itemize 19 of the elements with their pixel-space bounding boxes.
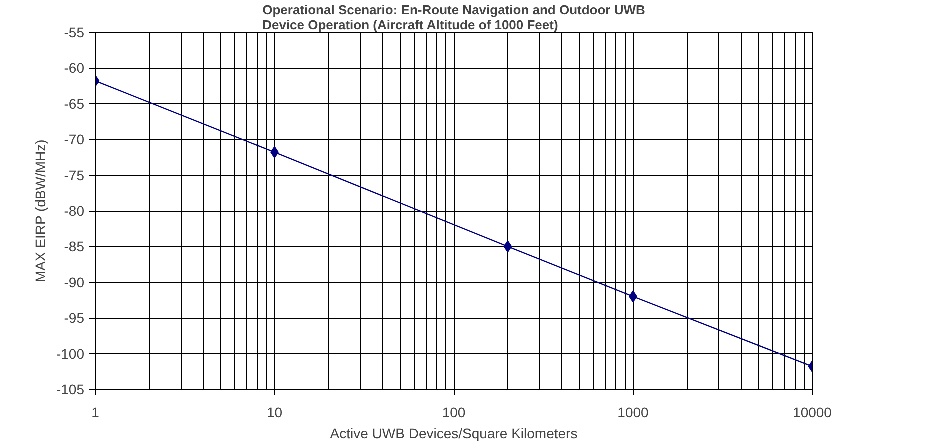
y-tick-label: -70 [64,132,85,148]
y-tick-label: -80 [64,203,85,219]
x-tick-label: 1 [92,404,100,420]
y-tick-label: -60 [64,60,85,76]
x-tick-label: 1000 [618,404,650,420]
x-axis-title: Active UWB Devices/Square Kilometers [330,426,578,442]
y-tick-label: -55 [64,24,85,40]
chart-title: Operational Scenario: En-Route Navigation and Outdoor UWB Device Operation (Aircraft Altitude of 1000 Feet) [262,2,646,32]
y-tick-label: -85 [64,238,85,255]
y-tick-label: -90 [64,274,85,290]
x-tick-label: 10 [266,404,283,420]
y-axis-title: MAX EIRP (dBW/MHz) [32,140,48,283]
x-tick-label: 10000 [793,404,832,420]
x-tick-label: 100 [442,404,466,420]
y-tick-label: -105 [56,382,85,398]
y-tick-label: -95 [64,310,85,326]
y-tick-label: -65 [64,96,85,112]
y-tick-label: -100 [56,346,85,362]
y-tick-label: -75 [64,167,85,184]
